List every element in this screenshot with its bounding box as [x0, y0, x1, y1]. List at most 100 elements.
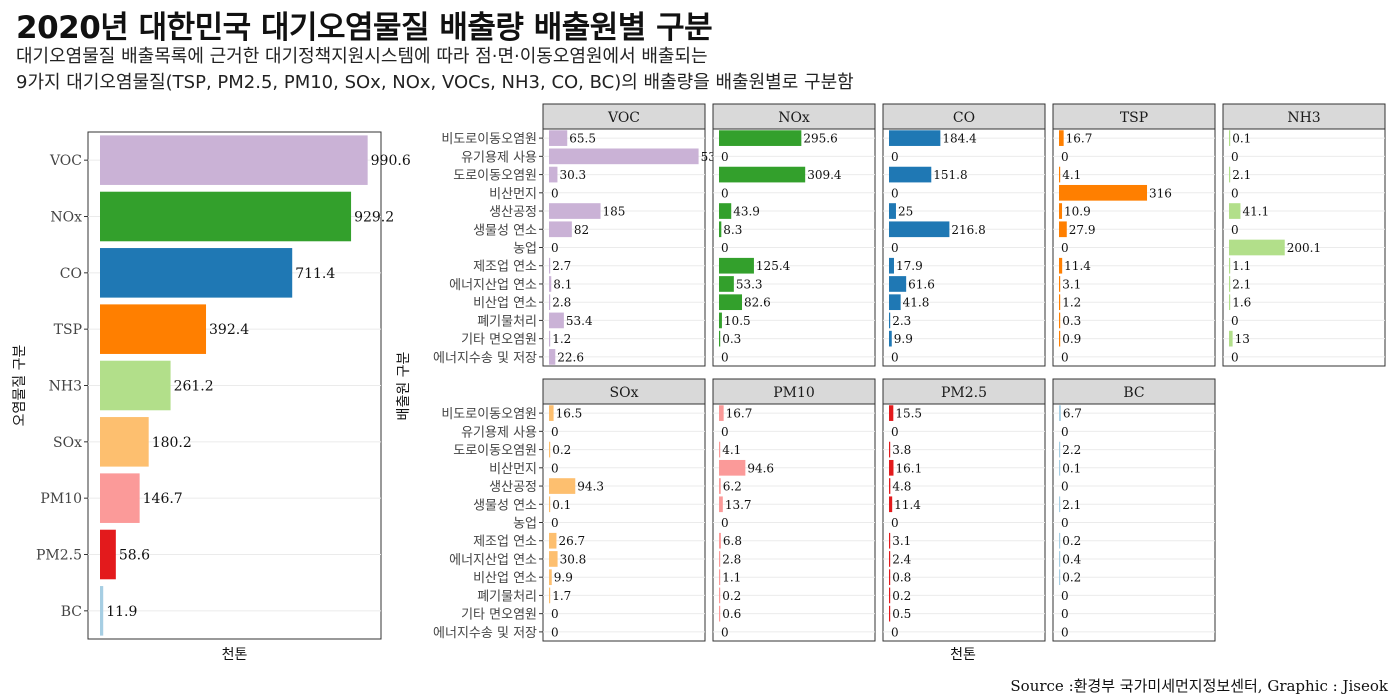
- facet-value-label-sox: 9.9: [554, 571, 573, 585]
- facet-bar-pm2-5: [889, 587, 891, 604]
- facet-strip-tsp: [1052, 103, 1216, 130]
- facet-value-label-bc: 0: [1061, 425, 1069, 439]
- chart-caption: Source :환경부 국가미세먼지정보센터, Graphic : Jiseok: [1010, 677, 1388, 695]
- facet-value-label-co: 2.3: [892, 314, 911, 328]
- facet-category-label: 비산업 연소: [473, 571, 537, 586]
- facet-bar-tsp: [1059, 130, 1064, 146]
- facet-value-label-tsp: 0.9: [1062, 332, 1081, 346]
- facet-category-label: 비산먼지: [489, 187, 537, 202]
- facet-bar-sox: [549, 569, 552, 586]
- facet-bar-voc: [549, 294, 551, 311]
- facet-strip-co: [882, 103, 1046, 130]
- facet-bar-pm10: [719, 605, 721, 622]
- facet-bar-bc: [1059, 405, 1061, 421]
- facet-bar-nox: [719, 203, 732, 219]
- facet-bar-pm10: [719, 551, 721, 567]
- facet-value-label-tsp: 0: [1061, 350, 1069, 364]
- facet-value-label-pm10: 94.6: [747, 461, 774, 475]
- facet-value-label-nh3: 200.1: [1287, 241, 1321, 255]
- facet-value-label-tsp: 16.7: [1066, 132, 1093, 146]
- facet-value-label-nh3: 1.6: [1232, 296, 1251, 310]
- left-bar-voc: [100, 135, 368, 185]
- facet-value-label-nox: 309.4: [807, 168, 842, 182]
- facet-bar-bc: [1059, 441, 1061, 458]
- facet-value-label-co: 25: [898, 205, 913, 219]
- facet-category-label: 제조업 연소: [473, 260, 537, 275]
- facet-bar-nox: [719, 221, 722, 238]
- facet-bar-voc: [549, 257, 551, 274]
- left-x-axis-label: 천톤: [222, 647, 248, 663]
- facet-bar-tsp: [1059, 276, 1061, 292]
- facet-category-label: 생산공정: [489, 205, 537, 220]
- left-bar-co: [100, 248, 293, 298]
- left-tick-label-pm10: PM10: [40, 491, 82, 507]
- facet-bar-voc: [549, 330, 551, 347]
- facet-category-label: 생산공정: [489, 480, 537, 495]
- facet-value-label-co: 0: [891, 350, 899, 364]
- facet-value-label-sox: 1.7: [552, 589, 571, 603]
- facet-bar-pm10: [719, 569, 721, 586]
- left-tick-label-tsp: TSP: [54, 322, 82, 338]
- facet-category-label: 생물성 연소: [473, 223, 537, 238]
- facet-bar-voc: [549, 148, 699, 165]
- facet-bar-pm10: [719, 459, 746, 476]
- facet-value-label-pm2-5: 3.8: [892, 443, 911, 457]
- facet-value-label-sox: 0: [551, 425, 559, 439]
- facet-bar-nh3: [1229, 239, 1285, 256]
- facet-value-label-pm2-5: 16.1: [895, 461, 922, 475]
- facet-bar-tsp: [1059, 166, 1061, 183]
- left-tick-label-co: CO: [60, 266, 82, 282]
- facet-strip-voc: [542, 103, 706, 130]
- facet-value-label-pm2-5: 0.8: [892, 571, 911, 585]
- left-tick-label-nox: NOx: [50, 210, 82, 226]
- facet-bar-voc: [549, 221, 572, 238]
- facet-title-pm2-5: PM2.5: [941, 385, 987, 401]
- facet-bar-pm10: [719, 441, 721, 458]
- facet-value-label-co: 0: [891, 186, 899, 200]
- facet-bar-co: [889, 330, 892, 347]
- facet-value-label-bc: 0.1: [1062, 461, 1081, 475]
- facet-category-label: 농업: [513, 242, 537, 257]
- left-tick-label-bc: BC: [61, 604, 82, 620]
- facet-category-label: 에너지산업 연소: [449, 278, 537, 293]
- facet-bar-pm2-5: [889, 532, 891, 549]
- chart-title: 2020년 대한민국 대기오염물질 배출량 배출원별 구분: [16, 10, 713, 46]
- facet-value-label-co: 184.4: [942, 132, 977, 146]
- facet-value-label-bc: 0: [1061, 589, 1069, 603]
- left-value-label-bc: 11.9: [106, 604, 137, 620]
- facet-bar-tsp: [1059, 221, 1067, 238]
- facet-strip-nh3: [1222, 103, 1386, 130]
- facet-value-label-tsp: 10.9: [1064, 205, 1091, 219]
- facet-bar-nox: [719, 276, 734, 292]
- facet-value-label-nox: 43.9: [733, 205, 760, 219]
- facet-value-label-bc: 0: [1061, 607, 1069, 621]
- facet-value-label-tsp: 3.1: [1062, 277, 1081, 291]
- facet-bar-pm10: [719, 532, 721, 549]
- facet-bar-tsp: [1059, 203, 1063, 219]
- facet-value-label-tsp: 27.9: [1069, 223, 1096, 237]
- facet-value-label-nox: 8.3: [723, 223, 742, 237]
- facet-title-sox: SOx: [610, 385, 639, 401]
- facet-value-label-tsp: 1.2: [1062, 296, 1081, 310]
- facet-bar-voc: [549, 312, 564, 329]
- facet-value-label-pm2-5: 15.5: [895, 407, 922, 421]
- facet-value-label-sox: 0: [551, 607, 559, 621]
- facet-bar-nh3: [1229, 166, 1231, 183]
- facet-category-label: 에너지산업 연소: [449, 553, 537, 568]
- facet-value-label-voc: 185: [603, 205, 626, 219]
- facet-value-label-nox: 82.6: [744, 296, 771, 310]
- left-bar-sox: [100, 417, 149, 467]
- facet-value-label-nox: 10.5: [724, 314, 751, 328]
- facet-bar-tsp: [1059, 257, 1063, 274]
- facet-value-label-co: 0: [891, 241, 899, 255]
- facet-value-label-pm2-5: 0: [891, 625, 899, 639]
- facet-value-label-nox: 0: [721, 150, 729, 164]
- facet-value-label-pm10: 0: [721, 425, 729, 439]
- facet-bar-co: [889, 257, 894, 274]
- facet-value-label-nh3: 13: [1235, 332, 1250, 346]
- facet-value-label-co: 61.6: [908, 277, 935, 291]
- left-bar-pm10: [100, 473, 140, 523]
- facet-value-label-sox: 0: [551, 625, 559, 639]
- facet-value-label-sox: 0.1: [552, 498, 571, 512]
